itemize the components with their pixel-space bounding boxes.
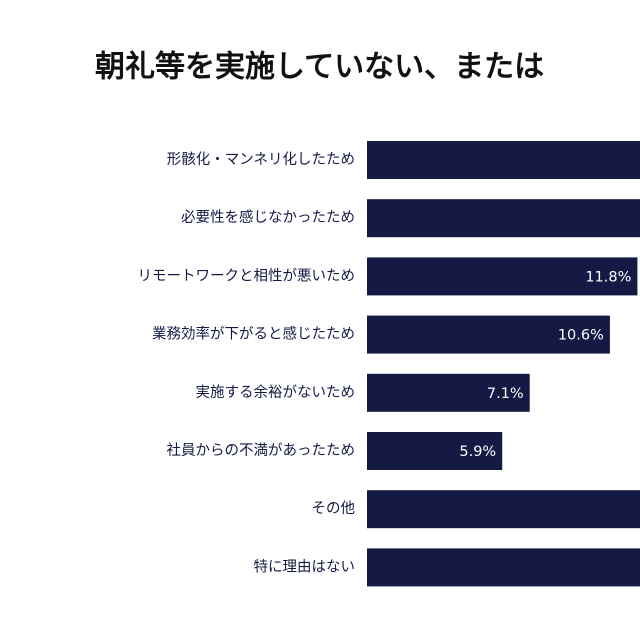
value-label: 5.9% — [459, 444, 496, 460]
value-label: 7.1% — [487, 386, 524, 402]
value-label: 11.8% — [585, 269, 631, 285]
category-label: 特に理由はない — [254, 558, 356, 575]
bar — [367, 490, 640, 529]
category-label: 社員からの不満があったため — [167, 442, 356, 459]
bar — [367, 548, 640, 587]
bar — [367, 373, 530, 412]
category-label: その他 — [312, 500, 356, 517]
category-label: 必要性を感じなかったため — [181, 209, 355, 226]
bar — [367, 432, 503, 470]
category-label: 実施する余裕がないため — [196, 383, 356, 401]
bar — [367, 199, 640, 238]
bar — [367, 257, 638, 296]
category-label: 業務効率が下がると感じたため — [152, 326, 355, 343]
category-label: 形骸化・マンネリ化したため — [167, 151, 355, 168]
value-label: 10.6% — [558, 328, 604, 344]
bar — [367, 315, 610, 354]
chart-title: 朝礼等を実施していない、または — [95, 50, 544, 85]
bar — [367, 141, 640, 179]
category-label: リモートワークと相性が悪いため — [138, 267, 356, 284]
